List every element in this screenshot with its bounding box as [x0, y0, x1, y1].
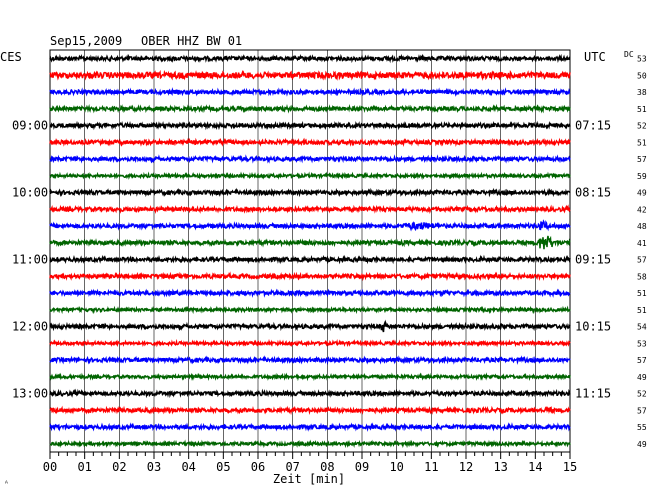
grid-layer: [49, 49, 571, 459]
dc-value-label: 53: [637, 55, 647, 64]
trace-row: [49, 254, 571, 265]
trace-row: [49, 305, 571, 315]
trace-row: [49, 53, 571, 64]
trace-layer: [49, 53, 571, 449]
trace-row: [49, 235, 571, 250]
x-tick-label: 05: [216, 460, 230, 474]
trace-row: [49, 372, 571, 382]
dc-value-label: 54: [637, 323, 647, 332]
x-tick-label: 00: [43, 460, 57, 474]
time-label-left: 10:00: [12, 186, 48, 200]
trace-row: [49, 171, 571, 181]
dc-value-label: 57: [637, 256, 647, 265]
dc-value-label: 51: [637, 289, 647, 298]
dc-value-label: 52: [637, 390, 647, 399]
dc-value-label: 52: [637, 122, 647, 131]
trace-row: [49, 69, 571, 81]
header-station: OBER HHZ BW 01: [141, 34, 242, 48]
x-tick-label: 09: [355, 460, 369, 474]
time-label-right: 10:15: [575, 320, 611, 334]
x-tick-label: 14: [528, 460, 542, 474]
x-tick-label: 11: [424, 460, 438, 474]
time-label-right: 11:15: [575, 387, 611, 401]
label-layer: Sep15,2009 OBER HHZ BW 01 CES UTC DC Zei…: [0, 34, 647, 488]
trace-row: [49, 355, 571, 365]
x-tick-label: 10: [389, 460, 403, 474]
trace-row: [49, 439, 571, 449]
dc-value-label: 55: [637, 423, 647, 432]
trace-row: [49, 405, 571, 416]
trace-row: [49, 204, 571, 215]
time-label-right: 07:15: [575, 119, 611, 133]
trace-row: [49, 388, 571, 399]
dc-value-label: 51: [637, 306, 647, 315]
x-tick-label: 01: [77, 460, 91, 474]
dc-value-label: 57: [637, 356, 647, 365]
time-label-left: 11:00: [12, 253, 48, 267]
time-label-left: 13:00: [12, 387, 48, 401]
trace-row: [49, 154, 571, 164]
corner-mark: ᴬ: [4, 479, 9, 488]
dc-value-label: 49: [637, 189, 647, 198]
dc-value-label: 53: [637, 339, 647, 348]
trace-row: [49, 271, 571, 282]
dc-value-label: 49: [637, 440, 647, 449]
time-label-left: 09:00: [12, 119, 48, 133]
trace-row: [49, 219, 571, 232]
dc-value-label: 59: [637, 172, 647, 181]
dc-value-label: 50: [637, 71, 647, 80]
dc-header-label: DC: [624, 50, 634, 59]
x-tick-label: 07: [285, 460, 299, 474]
trace-row: [49, 187, 571, 198]
dc-value-label: 58: [637, 272, 647, 281]
trace-row: [49, 87, 571, 97]
dc-value-label: 42: [637, 205, 647, 214]
x-tick-label: 08: [320, 460, 334, 474]
dc-value-label: 57: [637, 155, 647, 164]
x-tick-label: 15: [563, 460, 577, 474]
time-label-right: 09:15: [575, 253, 611, 267]
left-zone-label: CES: [0, 50, 22, 64]
x-axis-title: Zeit [min]: [273, 472, 345, 486]
dc-value-label: 41: [637, 239, 647, 248]
dc-value-label: 48: [637, 222, 647, 231]
time-label-right: 08:15: [575, 186, 611, 200]
x-tick-label: 12: [459, 460, 473, 474]
trace-row: [49, 288, 571, 298]
time-label-left: 12:00: [12, 320, 48, 334]
trace-row: [49, 319, 571, 333]
x-tick-label: 06: [251, 460, 265, 474]
x-tick-label: 02: [112, 460, 126, 474]
x-tick-label: 03: [147, 460, 161, 474]
header-date: Sep15,2009: [50, 34, 122, 48]
trace-row: [49, 338, 571, 348]
trace-row: [49, 103, 571, 114]
dc-value-label: 51: [637, 105, 647, 114]
dc-value-label: 49: [637, 373, 647, 382]
right-zone-label: UTC: [584, 50, 606, 64]
trace-row: [49, 120, 571, 131]
dc-value-label: 57: [637, 406, 647, 415]
x-tick-label: 13: [493, 460, 507, 474]
dc-value-label: 38: [637, 88, 647, 97]
trace-row: [49, 422, 571, 432]
dc-value-label: 51: [637, 138, 647, 147]
x-tick-label: 04: [181, 460, 195, 474]
trace-row: [49, 137, 571, 148]
